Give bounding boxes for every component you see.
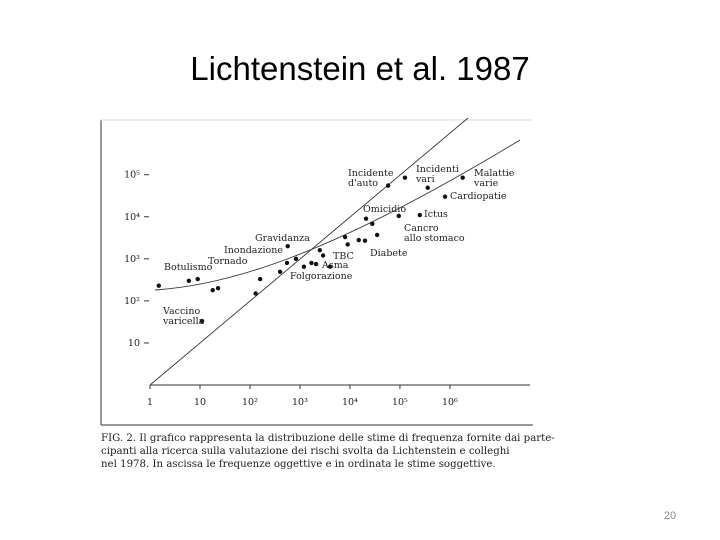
y-tick-label: 10 — [128, 338, 140, 349]
annotation: Ictus — [424, 209, 448, 220]
page-number: 20 — [664, 510, 676, 522]
annotation: TBC — [333, 251, 354, 262]
annotation: Incidente — [348, 168, 394, 179]
point — [277, 269, 283, 275]
point — [257, 276, 263, 282]
annotation: Folgorazione — [290, 271, 353, 282]
x-tick-label: 10⁵ — [392, 397, 408, 408]
slide-title: Lichtenstein et al. 1987 — [190, 50, 529, 87]
point — [402, 175, 408, 180]
caption-line: cipanti alla ricerca sulla valutazione d… — [101, 446, 510, 457]
point — [345, 242, 350, 247]
point — [156, 283, 162, 288]
point — [370, 221, 375, 227]
identity-line — [149, 117, 469, 386]
point — [215, 286, 221, 291]
x-tick-label: 10⁶ — [442, 397, 458, 408]
point — [425, 185, 430, 190]
annotation: allo stomaco — [404, 233, 465, 244]
x-tick-label: 1 — [147, 397, 153, 408]
annotation: Asma — [321, 260, 349, 271]
annotation: Tornado — [208, 256, 248, 267]
annotation: Inondazione — [224, 245, 283, 256]
point — [199, 318, 205, 324]
point — [293, 256, 299, 262]
point — [327, 264, 333, 269]
point — [442, 194, 448, 199]
x-tick-label: 10⁴ — [342, 397, 358, 408]
figure: FIG. 2. Il grafico rappresenta la distri… — [100, 117, 555, 470]
point — [396, 213, 402, 219]
point — [253, 291, 258, 296]
point — [210, 287, 215, 293]
point — [363, 216, 369, 221]
annotation: Cancro — [404, 223, 439, 234]
point — [342, 234, 348, 240]
annotation: varicella — [162, 316, 205, 327]
point — [385, 183, 391, 188]
annotation: Vaccino — [162, 306, 200, 317]
point — [195, 276, 200, 282]
annotation: Diabete — [370, 248, 408, 259]
x-tick-label: 10² — [242, 397, 258, 408]
point — [362, 238, 368, 243]
point — [417, 212, 423, 218]
x-tick-label: 10 — [194, 397, 206, 408]
annotation: Incidenti — [416, 164, 459, 175]
annotation: Gravidanza — [255, 233, 310, 244]
fit-curve — [154, 139, 521, 291]
point — [356, 237, 361, 243]
point — [374, 232, 380, 238]
point — [301, 264, 307, 269]
caption-line: FIG. 2. Il grafico rappresenta la distri… — [101, 433, 555, 444]
annotation: d'auto — [348, 178, 378, 189]
annotation: Cardiopatie — [450, 191, 507, 202]
y-tick-label: 10⁴ — [124, 212, 140, 223]
point — [285, 243, 290, 249]
annotation: Botulismo — [164, 262, 213, 273]
y-tick-label: 10² — [124, 296, 140, 307]
caption-line: nel 1978. In ascissa le frequenze oggett… — [101, 459, 496, 470]
x-tick-label: 10³ — [292, 397, 308, 408]
point — [313, 261, 319, 267]
point — [284, 260, 290, 266]
annotation: Malattie — [474, 168, 515, 179]
point — [460, 175, 465, 180]
point — [309, 260, 314, 266]
point — [186, 278, 192, 284]
annotation: vari — [415, 174, 435, 185]
annotation: Omicidio — [363, 204, 406, 215]
y-tick-label: 10³ — [124, 254, 140, 265]
y-tick-label: 10⁵ — [124, 170, 140, 181]
annotation: varie — [473, 178, 499, 189]
point — [317, 248, 323, 253]
point — [320, 253, 326, 258]
